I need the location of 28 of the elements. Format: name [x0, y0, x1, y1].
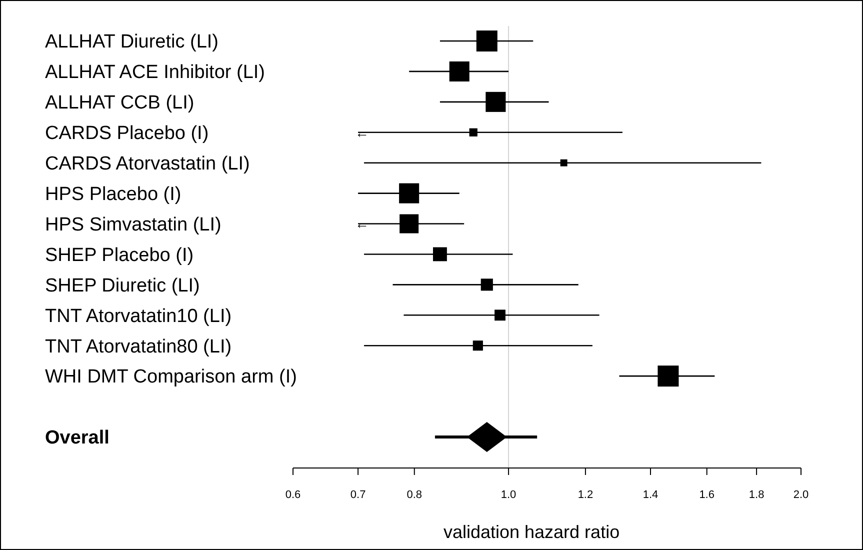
y-tick-label: HPS Simvastatin (LI): [45, 214, 222, 236]
x-tick-label: 0.7: [350, 488, 366, 501]
x-tick-label: 0.8: [406, 488, 422, 501]
point: [472, 340, 483, 351]
x-tick-label: 1.6: [699, 488, 714, 501]
y-tick-label: SHEP Diuretic (LI): [45, 275, 200, 296]
y-tick-label: CARDS Placebo (I): [45, 123, 209, 144]
x-tick-label: 1.8: [748, 488, 764, 501]
y-tick-label: Overall: [45, 428, 110, 449]
x-tick-label: 1.2: [578, 488, 594, 501]
y-tick-label: HPS Placebo (I): [45, 184, 182, 205]
x-tick-label: 1.4: [642, 488, 658, 501]
annotation: ←: [355, 124, 370, 140]
point: [480, 278, 493, 291]
point: [494, 310, 506, 321]
y-tick-label: ALLHAT CCB (LI): [45, 92, 194, 114]
y-tick-label: TNT Atorvatatin80 (LI): [45, 336, 232, 358]
y-tick-label: TNT Atorvatatin10 (LI): [45, 306, 232, 327]
y-tick-label: CARDS Atorvastatin (LI): [45, 153, 250, 174]
x-tick-label: 1.0: [500, 488, 516, 501]
y-tick-label: ALLHAT ACE Inhibitor (LI): [45, 62, 266, 84]
y-tick-label: WHI DMT Comparison arm (I): [45, 366, 297, 388]
y-tick-label: ALLHAT Diuretic (LI): [45, 32, 219, 53]
y-tick-label: SHEP Placebo (I): [45, 244, 194, 266]
x-tick-label: 0.6: [285, 488, 301, 501]
x-axis-title: validation hazard ratio: [443, 522, 620, 542]
annotation: ←: [355, 216, 370, 232]
x-tick-label: 2.0: [793, 488, 809, 501]
